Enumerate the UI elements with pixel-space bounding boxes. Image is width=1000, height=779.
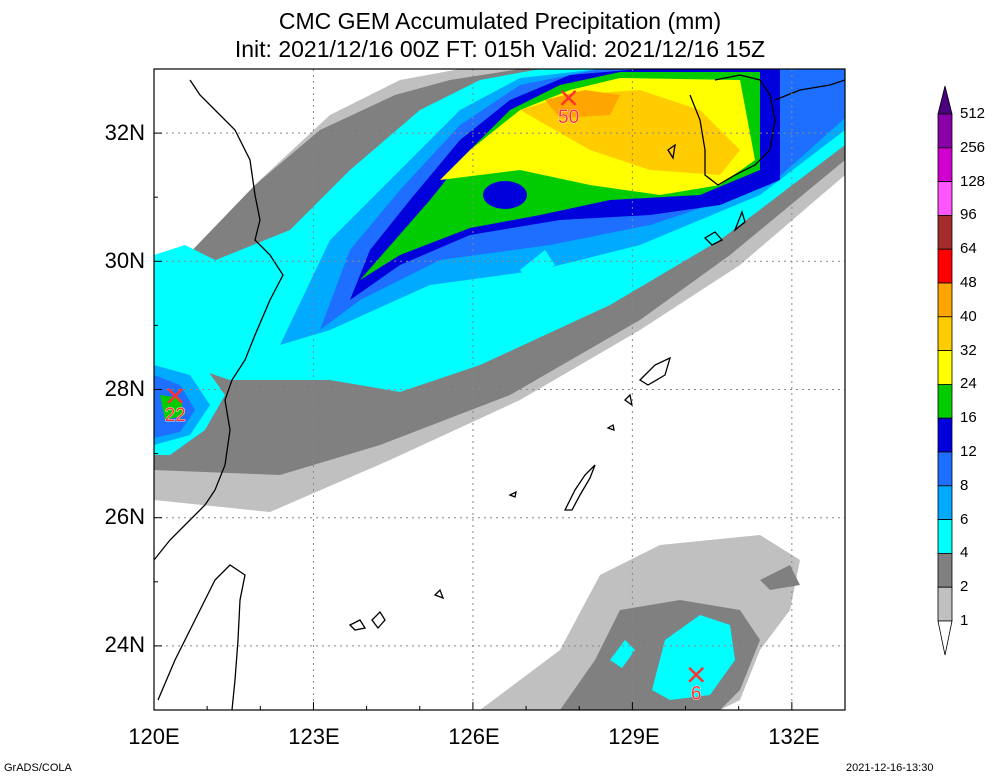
coastlines [154,74,845,710]
island-miyako [348,619,367,631]
max-marker-value: 6 [691,684,702,705]
lon-label-126e: 126E [448,724,500,749]
colorbar-swatch-64 [937,214,953,250]
colorbar-label-4: 4 [960,544,969,562]
lat-label-32n: 32N [104,120,145,145]
colorbar-label-64: 64 [960,240,977,258]
max-marker-cross [167,388,184,404]
colorbar-label-40: 40 [960,307,977,325]
lon-label-120e: 120E [128,724,180,749]
colorbar-bottom-arrow [937,620,953,656]
island-yakushima [703,231,724,246]
lon-label-129e: 129E [608,724,660,749]
colorbar-label-2: 2 [960,578,969,596]
precip-2mm-south-east [760,565,800,590]
coast-taiwan [157,564,246,710]
colorbar-swatch-8 [937,451,953,487]
lat-label-28n: 28N [104,376,145,401]
colorbar-swatch-256 [937,113,953,149]
precip-12mm-cell [483,181,527,209]
colorbar-label-48: 48 [960,274,977,291]
colorbar-swatch-48 [937,248,953,284]
colorbar-swatch-1 [937,586,953,622]
colorbar-swatch-96 [937,181,953,216]
colorbar-swatch-24 [937,350,953,385]
colorbar-swatch-2 [937,553,953,588]
island-ishigaki [371,610,386,630]
max-marker-cross [560,89,577,106]
colorbar-swatch-32 [937,316,953,351]
lat-label-24n: 24N [104,632,145,657]
colorbar-label-512: 512 [960,105,986,122]
precip-4mm-nw [154,245,215,300]
lat-label-26n: 26N [104,504,145,529]
coast-china [154,79,284,561]
island-small-3 [508,490,517,498]
island-goto [667,143,676,160]
map-frame [153,68,846,711]
island-okinawa [563,464,596,511]
max-marker-value: 50 [558,107,579,128]
colorbar-top-arrow [937,85,953,115]
colorbar-swatch-40 [937,282,953,318]
lat-label-30n: 30N [104,248,145,273]
colorbar-label-1: 1 [960,612,969,629]
colorbar-label-12: 12 [960,443,977,460]
footer-timestamp: 2021-12-16-13:30 [846,762,934,774]
island-small-2 [606,423,615,431]
precip-fields [154,69,845,710]
colorbar-label-128: 128 [960,172,986,190]
footer-source: GrADS/COLA [4,762,72,774]
lon-label-123e: 123E [288,724,340,749]
max-marker-value: 22 [165,405,186,426]
island-tanegashima [733,210,746,233]
lon-label-132e: 132E [768,724,820,749]
chart-title: CMC GEM Accumulated Precipitation (mm) [278,8,722,34]
precip-4mm-south-small [610,640,635,668]
coast-shikoku [774,79,845,101]
island-small-1 [623,393,633,407]
colorbar-swatch-128 [937,147,953,183]
colorbar-label-24: 24 [960,375,977,393]
colorbar-label-8: 8 [960,476,969,494]
chart-subtitle: Init: 2021/12/16 00Z FT: 015h Valid: 202… [234,36,766,62]
colorbar-label-16: 16 [960,409,977,427]
colorbar-swatch-16 [937,383,953,419]
colorbar-label-96: 96 [960,206,977,224]
colorbar-label-6: 6 [960,510,969,528]
colorbar-label-256: 256 [960,138,986,156]
precip-4mm-south [652,615,735,700]
coast-kyushu [689,74,776,186]
precip-40mm [545,90,620,118]
island-amami [638,356,672,386]
colorbar-label-32: 32 [960,341,977,359]
precip-4mm-island [520,250,555,282]
colorbar-swatch-6 [937,485,953,520]
colorbar-swatch-12 [937,417,953,453]
max-marker-cross [688,666,705,683]
colorbar-swatch-4 [937,519,953,554]
colorbar [937,85,953,656]
max-markers: 50 22 6 [164,89,705,705]
island-daito [433,588,445,600]
precip-16mm-west [160,395,185,420]
